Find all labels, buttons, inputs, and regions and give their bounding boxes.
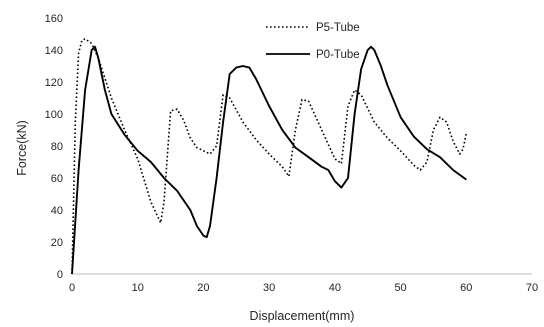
- y-tick-label: 60: [51, 173, 63, 185]
- x-tick-label: 60: [460, 282, 472, 294]
- x-tick-label: 10: [132, 282, 144, 294]
- series-line-p5-tube: [71, 37, 468, 275]
- y-tick-label: 120: [45, 77, 63, 89]
- y-tick-label: 100: [45, 109, 63, 121]
- series-layer: [71, 37, 468, 275]
- y-axis-title: Force(kN): [15, 120, 29, 176]
- x-axis-title: Displacement(mm): [250, 309, 355, 323]
- y-tick-label: 40: [51, 205, 63, 217]
- legend: P5-Tube P0-Tube: [266, 22, 360, 61]
- x-axis-ticks: 0 10 20 30 40 50 60 70: [69, 282, 538, 294]
- y-tick-label: 140: [45, 45, 63, 57]
- x-tick-label: 30: [263, 282, 275, 294]
- x-tick-label: 50: [394, 282, 406, 294]
- y-tick-label: 160: [45, 13, 63, 25]
- legend-label-p5-tube: P5-Tube: [316, 22, 360, 34]
- x-tick-label: 70: [526, 282, 538, 294]
- x-tick-label: 40: [329, 282, 341, 294]
- series-line-p0-tube: [71, 45, 467, 275]
- legend-label-p0-tube: P0-Tube: [316, 49, 360, 61]
- y-tick-label: 0: [57, 269, 63, 281]
- x-tick-label: 20: [197, 282, 209, 294]
- y-tick-label: 20: [51, 237, 63, 249]
- y-tick-label: 80: [51, 141, 63, 153]
- x-tick-label: 0: [69, 282, 75, 294]
- y-axis-ticks: 0 20 40 60 80 100 120 140 160: [45, 13, 63, 281]
